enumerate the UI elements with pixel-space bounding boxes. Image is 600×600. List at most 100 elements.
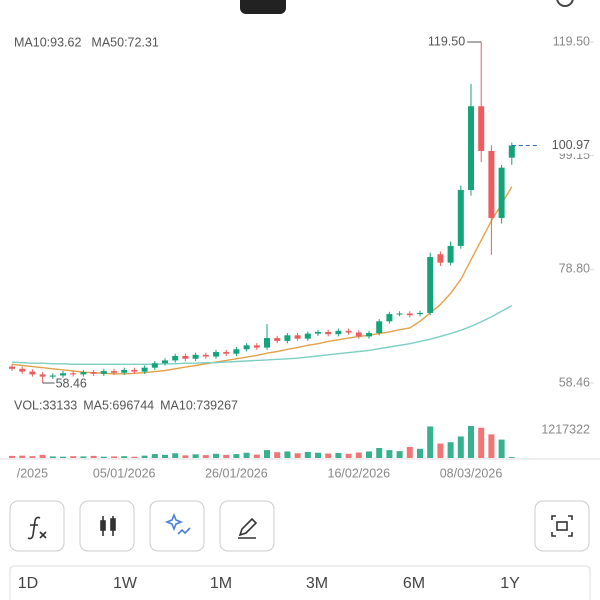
volume-bar bbox=[508, 457, 515, 458]
volume-bar bbox=[111, 456, 117, 458]
period-option[interactable]: 1W bbox=[113, 575, 138, 592]
candle-body bbox=[396, 313, 403, 315]
legend-entry: MA10:93.62 bbox=[14, 35, 81, 49]
ma-line bbox=[11, 186, 513, 375]
low-label: 58.46 bbox=[56, 376, 87, 390]
volume-bar bbox=[304, 451, 311, 458]
volume-bar bbox=[488, 434, 495, 458]
last-price-bg bbox=[542, 137, 590, 154]
volume-bar bbox=[151, 454, 158, 458]
volume-bar bbox=[70, 456, 77, 458]
candle-body bbox=[284, 335, 291, 341]
volume-bar bbox=[396, 451, 403, 458]
indicator-button[interactable] bbox=[9, 500, 65, 552]
volume-bar bbox=[264, 450, 270, 458]
x-tick-label: 16/02/2026 bbox=[328, 466, 391, 480]
candle-body bbox=[253, 345, 260, 348]
volume-bar bbox=[335, 453, 342, 458]
candle-body bbox=[70, 373, 77, 375]
volume-tick-label: 1217322 bbox=[541, 422, 590, 436]
volume-bar bbox=[294, 453, 301, 458]
period-option[interactable]: 3M bbox=[306, 575, 328, 592]
fx-icon bbox=[27, 516, 47, 540]
candle-body bbox=[457, 190, 464, 246]
volume-bar bbox=[315, 452, 321, 458]
volume-bar bbox=[162, 454, 168, 458]
volume-bar bbox=[60, 456, 66, 458]
candle-body bbox=[508, 145, 515, 158]
candle-body bbox=[141, 367, 148, 372]
candle-body bbox=[213, 352, 219, 357]
volume-bar bbox=[417, 448, 423, 458]
candle-body bbox=[202, 354, 209, 357]
candle-body bbox=[172, 355, 179, 361]
x-tick-label: 26/01/2026 bbox=[205, 466, 268, 480]
ma-line bbox=[11, 304, 513, 365]
fullscreen-icon-box bbox=[556, 521, 568, 531]
volume-bar bbox=[274, 452, 281, 458]
draw-button[interactable] bbox=[219, 500, 275, 552]
candle-body bbox=[488, 150, 495, 218]
volume-bar bbox=[141, 455, 148, 458]
candle-body bbox=[49, 375, 56, 377]
period-selector: 1D 1W 1M 3M 6M 1Y bbox=[18, 575, 520, 592]
volume-bar bbox=[121, 456, 128, 458]
settings-icon[interactable] bbox=[556, 0, 574, 7]
volume-bar bbox=[468, 426, 474, 458]
y-tick-label: 119.50 bbox=[553, 34, 590, 48]
volume-legend: VOL:33133 bbox=[14, 398, 77, 412]
candle-body bbox=[162, 360, 168, 364]
x-tick-label: /2025 bbox=[17, 466, 48, 480]
candle-body bbox=[121, 369, 128, 373]
volume-bar bbox=[49, 456, 56, 458]
period-option[interactable]: 1M bbox=[210, 575, 232, 592]
volume-bar bbox=[233, 454, 240, 458]
volume-bar bbox=[478, 427, 485, 458]
candle-body bbox=[274, 338, 281, 341]
candle-body bbox=[80, 372, 87, 375]
volume-bar bbox=[366, 451, 372, 458]
candle-body bbox=[29, 371, 36, 375]
y-tick-label: 58.46 bbox=[559, 375, 590, 389]
candle-icon-body bbox=[100, 520, 106, 531]
volume-bar bbox=[447, 442, 454, 458]
volume-bar bbox=[131, 456, 138, 458]
volume-bar bbox=[427, 426, 434, 458]
volume-bar bbox=[457, 436, 464, 458]
ai-button[interactable] bbox=[149, 500, 205, 552]
candle-body bbox=[182, 355, 189, 359]
candle-body bbox=[39, 374, 46, 377]
volume-bar bbox=[284, 451, 291, 458]
candle-body bbox=[9, 366, 15, 369]
candle-body bbox=[111, 371, 117, 373]
candle-body bbox=[60, 373, 66, 376]
volume-bar bbox=[243, 452, 250, 458]
volume-bar bbox=[223, 454, 230, 458]
chart-type-button[interactable] bbox=[79, 500, 135, 552]
volume-bar bbox=[100, 456, 107, 458]
toolbar-icons bbox=[27, 512, 573, 540]
volume-bar bbox=[192, 454, 199, 458]
high-label: 119.50 bbox=[428, 34, 465, 48]
candle-icon-body bbox=[110, 518, 116, 531]
candle-body bbox=[478, 106, 485, 151]
volume-bar bbox=[325, 453, 332, 458]
period-option[interactable]: 6M bbox=[403, 575, 425, 592]
pen-icon bbox=[238, 517, 258, 539]
fullscreen-button[interactable] bbox=[534, 500, 590, 552]
candle-body bbox=[304, 333, 311, 339]
volume-bar bbox=[386, 450, 393, 458]
candle-body bbox=[406, 313, 413, 316]
period-option[interactable]: 1D bbox=[18, 575, 38, 592]
candle-body bbox=[90, 372, 97, 374]
candle-body bbox=[376, 321, 383, 334]
selected-tab[interactable] bbox=[240, 0, 286, 14]
period-bar bbox=[9, 565, 591, 600]
candle-body bbox=[294, 335, 301, 339]
volume-bar bbox=[345, 453, 352, 458]
period-option[interactable]: 1Y bbox=[500, 575, 520, 592]
candle-body bbox=[151, 363, 158, 368]
candle-body bbox=[386, 314, 393, 322]
